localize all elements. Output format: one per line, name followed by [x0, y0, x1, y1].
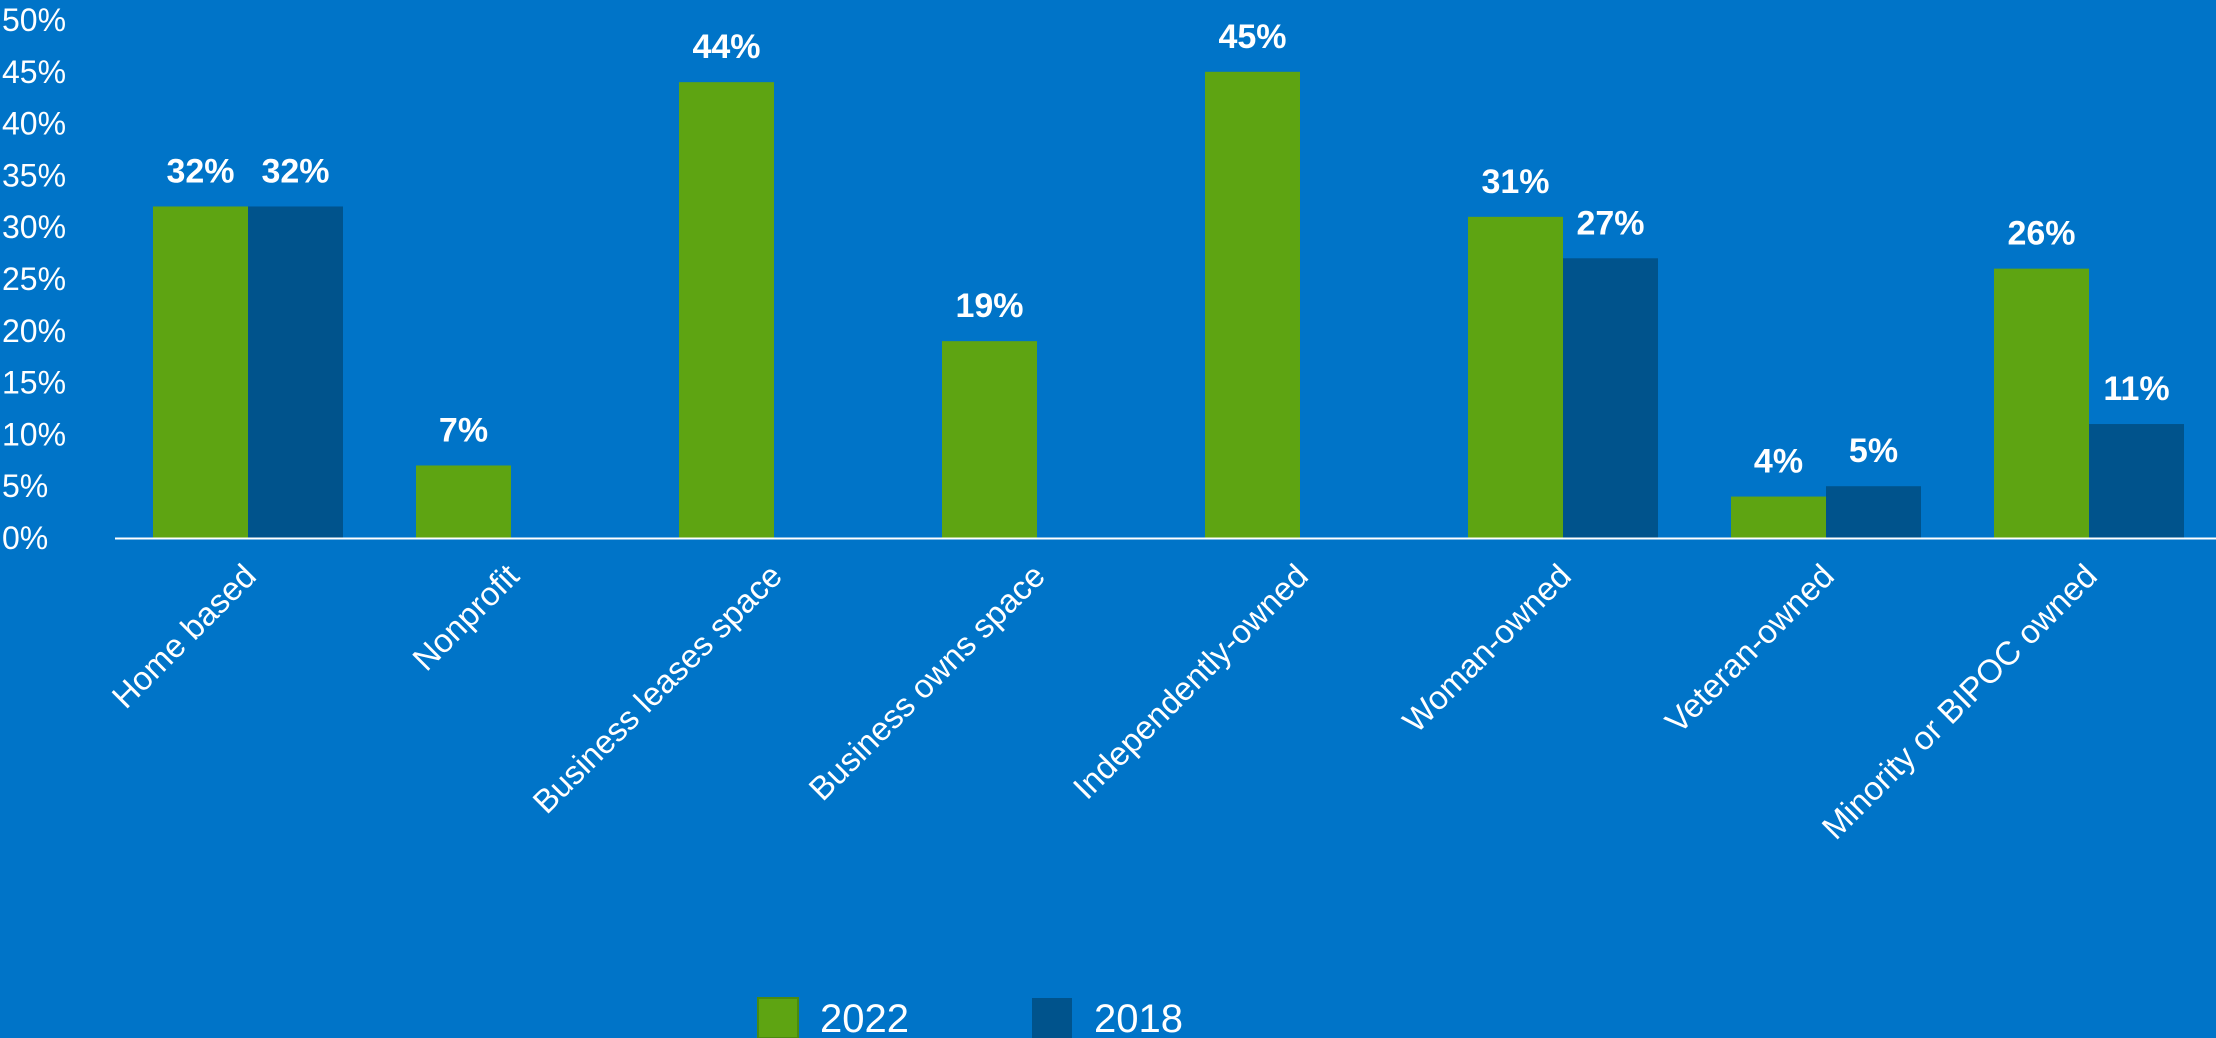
- data-label-2018-6: 5%: [1849, 432, 1898, 470]
- bar-2022-0: [153, 206, 248, 539]
- data-label-2022-7: 26%: [2007, 215, 2075, 253]
- x-tick-label: Woman-owned: [1395, 557, 1578, 740]
- y-tick-label: 15%: [2, 365, 66, 401]
- x-tick-label: Home based: [104, 557, 262, 715]
- bar-2022-1: [416, 465, 511, 538]
- y-tick-label: 10%: [2, 416, 66, 452]
- bar-2022-2: [679, 82, 774, 538]
- legend-label-2022: 2022: [820, 997, 909, 1038]
- bars: [153, 71, 2184, 539]
- bar-2022-6: [1731, 496, 1826, 538]
- y-axis: 0% 5% 10% 15% 20% 25% 30% 35% 40% 45% 50%: [2, 2, 66, 556]
- data-label-2022-0: 32%: [166, 152, 234, 190]
- bar-2022-3: [942, 341, 1037, 538]
- bar-2018-0: [248, 206, 343, 539]
- data-label-2018-0: 32%: [261, 152, 329, 190]
- data-label-2022-1: 7%: [439, 411, 488, 449]
- x-tick-label: Veteran-owned: [1658, 557, 1841, 740]
- bar-2022-4: [1205, 71, 1300, 539]
- data-label-2018-5: 27%: [1576, 204, 1644, 242]
- bar-2022-7: [1994, 268, 2089, 538]
- data-label-2022-5: 31%: [1481, 163, 1549, 201]
- legend: 2022 2018: [757, 997, 1183, 1038]
- data-label-2022-2: 44%: [692, 28, 760, 66]
- y-tick-label: 35%: [2, 157, 66, 193]
- y-tick-label: 0%: [2, 520, 48, 556]
- y-tick-label: 50%: [2, 2, 66, 38]
- legend-label-2018: 2018: [1094, 997, 1183, 1038]
- x-tick-label: Independently-owned: [1066, 557, 1315, 806]
- x-tick-label: Minority or BIPOC owned: [1815, 557, 2104, 846]
- y-tick-label: 30%: [2, 209, 66, 245]
- data-labels: 32% 32% 7% 44% 19% 45% 31% 27% 4% 5% 26% 11%: [166, 18, 2169, 481]
- y-tick-label: 25%: [2, 261, 66, 297]
- data-label-2022-6: 4%: [1754, 443, 1803, 481]
- bar-2018-5: [1563, 258, 1658, 538]
- x-tick-label: Nonprofit: [405, 557, 526, 678]
- x-axis: Home based Nonprofit Business leases space…: [104, 557, 2103, 846]
- data-label-2018-7: 11%: [2103, 370, 2169, 408]
- bar-2018-6: [1826, 486, 1921, 538]
- bar-2022-5: [1468, 216, 1563, 538]
- x-tick-label: Business owns space: [801, 557, 1052, 808]
- data-label-2022-4: 45%: [1218, 18, 1286, 56]
- y-tick-label: 20%: [2, 313, 66, 349]
- y-tick-label: 40%: [2, 106, 66, 142]
- bar-2018-7: [2089, 424, 2184, 538]
- y-tick-label: 5%: [2, 468, 48, 504]
- legend-swatch-2022: [757, 997, 799, 1038]
- legend-swatch-2018: [1032, 998, 1072, 1038]
- y-tick-label: 45%: [2, 54, 66, 90]
- x-tick-label: Business leases space: [525, 557, 789, 821]
- data-label-2022-3: 19%: [955, 287, 1023, 325]
